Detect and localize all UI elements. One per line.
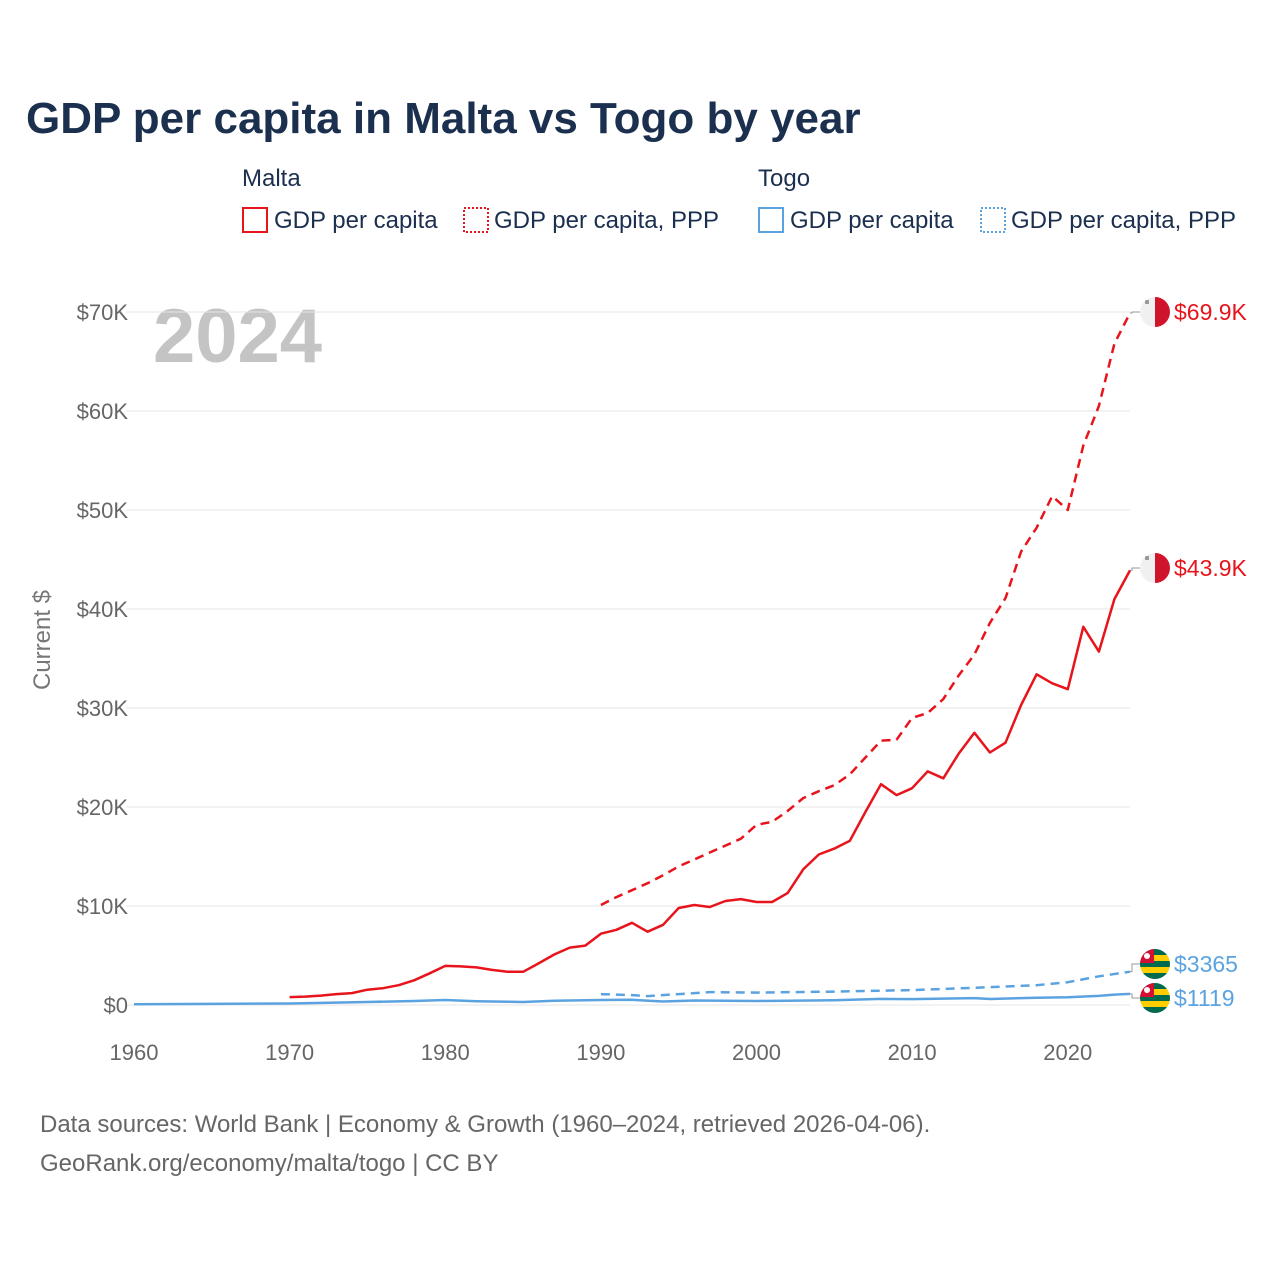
x-tick-label: 1980 xyxy=(421,1040,470,1065)
end-label-malta: $43.9K xyxy=(1174,555,1248,581)
y-tick-label: $60K xyxy=(77,399,129,424)
end-label-connector xyxy=(1130,567,1141,571)
source-line-1: Data sources: World Bank | Economy & Gro… xyxy=(40,1111,930,1138)
legend-group-togo: Togo xyxy=(758,165,810,192)
x-axis-ticks: 1960 1970 1980 1990 2000 2010 2020 xyxy=(110,1040,1093,1065)
end-label-togo: $1119 xyxy=(1174,985,1235,1011)
malta-flag-icon xyxy=(1140,297,1170,327)
y-tick-label: $50K xyxy=(77,498,129,523)
series-line-malta-gdp-per-capita xyxy=(289,569,1132,999)
x-tick-label: 1970 xyxy=(265,1040,314,1065)
x-tick-label: 2000 xyxy=(732,1040,781,1065)
legend-label-togo-ppp: GDP per capita, PPP xyxy=(1011,207,1236,234)
x-tick-label: 2010 xyxy=(888,1040,937,1065)
legend-group-malta: Malta xyxy=(242,165,301,192)
year-watermark: 2024 xyxy=(153,294,322,379)
x-tick-label: 1960 xyxy=(110,1040,159,1065)
y-tick-label: $30K xyxy=(77,696,129,721)
end-label-connector xyxy=(1130,311,1141,314)
end-label-togo: $3365 xyxy=(1174,951,1238,977)
grid-lines xyxy=(126,311,1130,1006)
end-label-malta: $69.9K xyxy=(1174,299,1248,325)
series-lines xyxy=(133,312,1132,1006)
y-axis-label: Current $ xyxy=(29,590,56,690)
end-labels: $69.9K $43.9K $3365 $1119 xyxy=(1130,297,1248,1013)
legend-label-malta-gdp: GDP per capita xyxy=(274,207,438,234)
chart-title: GDP per capita in Malta vs Togo by year xyxy=(26,94,861,143)
x-tick-label: 2020 xyxy=(1043,1040,1092,1065)
series-line-malta-gdp-per-capita-ppp xyxy=(600,312,1132,907)
malta-flag-icon xyxy=(1140,553,1170,583)
source-line-2[interactable]: GeoRank.org/economy/malta/togo | CC BY xyxy=(40,1150,498,1177)
legend-swatch-togo-ppp xyxy=(980,207,1006,233)
y-tick-label: $10K xyxy=(77,894,129,919)
series-line-togo-gdp-per-capita xyxy=(133,992,1131,1006)
y-tick-label: $70K xyxy=(77,300,129,325)
y-tick-label: $0 xyxy=(104,993,128,1018)
y-axis-ticks: $0 $10K $20K $30K $40K $50K $60K $70K xyxy=(77,300,129,1018)
series-line-togo-gdp-per-capita-ppp xyxy=(600,970,1131,998)
legend-label-togo-gdp: GDP per capita xyxy=(790,207,954,234)
x-tick-label: 1990 xyxy=(576,1040,625,1065)
togo-flag-icon xyxy=(1140,983,1170,1013)
togo-flag-icon xyxy=(1140,949,1170,979)
legend-label-malta-ppp: GDP per capita, PPP xyxy=(494,207,719,234)
legend-swatch-togo-solid xyxy=(758,207,784,233)
y-tick-label: $20K xyxy=(77,795,129,820)
end-label-connector xyxy=(1130,993,1141,999)
legend-swatch-malta-ppp xyxy=(463,207,489,233)
legend: Malta GDP per capita GDP per capita, PPP… xyxy=(242,165,1236,234)
legend-swatch-malta-solid xyxy=(242,207,268,233)
y-tick-label: $40K xyxy=(77,597,129,622)
end-label-connector xyxy=(1130,963,1141,973)
